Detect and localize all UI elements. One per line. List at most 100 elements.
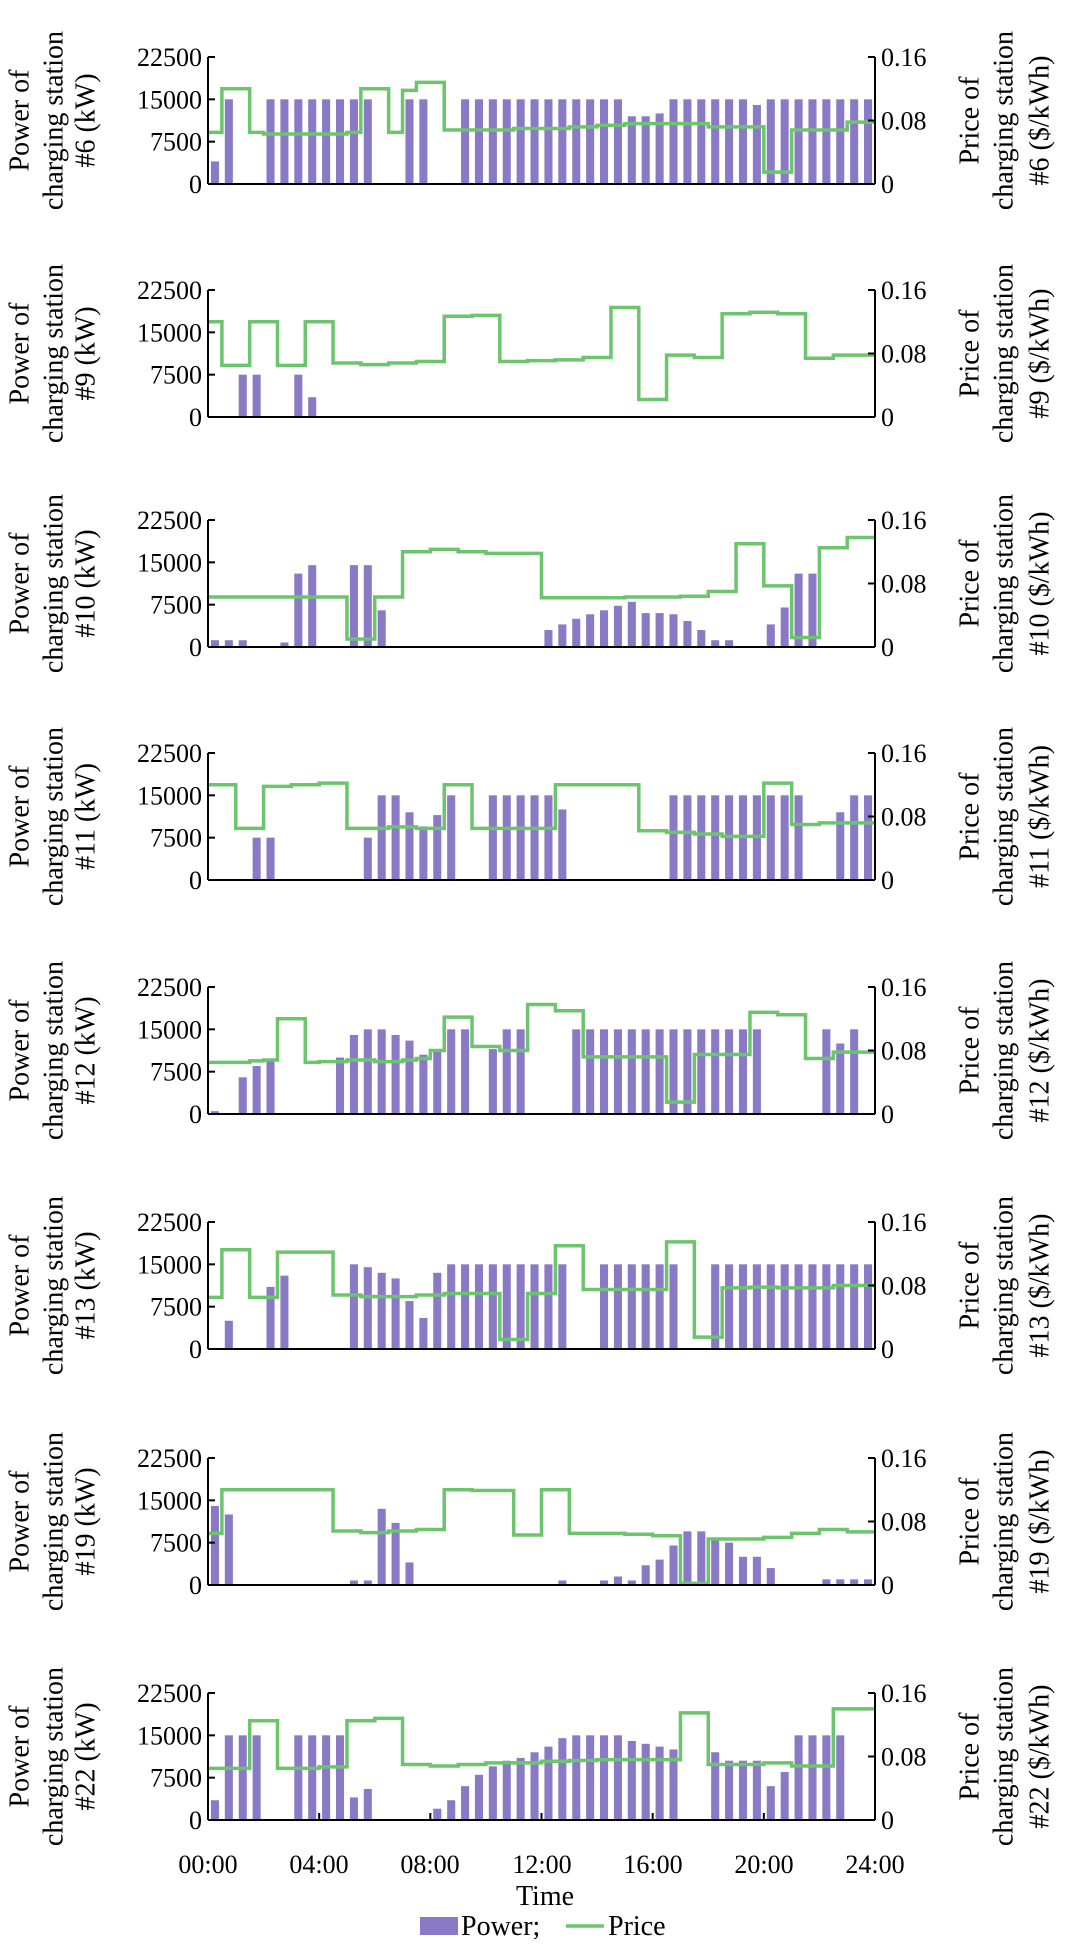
right-axis-title-line: Price of: [954, 1241, 985, 1330]
power-bar: [488, 1766, 497, 1820]
power-bar: [794, 1264, 803, 1349]
power-bar: [641, 613, 650, 647]
power-bar: [780, 1772, 789, 1820]
legend-power-swatch: [420, 1917, 458, 1935]
right-tick-label: 0: [881, 1335, 894, 1364]
power-bar: [586, 614, 595, 647]
power-bar: [447, 1264, 456, 1349]
power-bar: [627, 1580, 636, 1585]
right-tick-label: 0.16: [881, 276, 927, 305]
right-tick-label: 0: [881, 633, 894, 662]
power-bar: [377, 610, 386, 647]
power-bar: [308, 565, 317, 647]
power-bar: [766, 99, 775, 184]
power-bar: [266, 99, 275, 184]
power-bar: [488, 795, 497, 880]
power-bar: [627, 601, 636, 647]
power-bar: [780, 99, 789, 184]
power-bar: [252, 837, 261, 880]
left-tick-label: 7500: [150, 1058, 202, 1087]
power-bar: [252, 1066, 261, 1114]
right-axis-title-line: #10 ($/kWh): [1024, 512, 1055, 656]
power-bar: [669, 99, 678, 184]
power-bar: [655, 1029, 664, 1114]
power-bar: [558, 624, 567, 647]
left-axis-title-line: charging station: [38, 31, 69, 210]
power-bar: [613, 605, 622, 647]
power-bar: [641, 1264, 650, 1349]
power-bar: [252, 374, 261, 417]
power-bar: [461, 1029, 470, 1114]
power-bar: [433, 815, 442, 880]
left-tick-label: 22500: [137, 1208, 202, 1237]
power-bar: [516, 99, 525, 184]
power-bar: [266, 1286, 275, 1349]
power-bar: [391, 1034, 400, 1114]
power-bar: [600, 1580, 609, 1585]
left-tick-label: 7500: [150, 1529, 202, 1558]
right-tick-label: 0: [881, 1100, 894, 1129]
power-bar: [627, 116, 636, 184]
left-axis-title-line: charging station: [38, 494, 69, 673]
left-tick-label: 22500: [137, 1444, 202, 1473]
left-tick-label: 0: [189, 1100, 202, 1129]
power-bar: [335, 99, 345, 184]
power-bar: [766, 1568, 775, 1585]
left-axis-title-line: #13 (kW): [70, 1231, 101, 1339]
x-tick-label: 04:00: [289, 1850, 348, 1879]
power-bar: [613, 1576, 622, 1585]
power-bar: [572, 1029, 581, 1114]
power-bar: [627, 1029, 636, 1114]
power-bar: [238, 1077, 247, 1114]
right-axis-title-line: Price of: [954, 772, 985, 861]
right-axis-title-line: #11 ($/kWh): [1024, 745, 1055, 888]
power-bar: [308, 99, 317, 184]
left-axis-title-line: #19 (kW): [70, 1467, 101, 1575]
right-tick-label: 0.16: [881, 739, 927, 768]
right-axis-title-line: charging station: [988, 1196, 1019, 1375]
x-axis-title: Time: [516, 1881, 574, 1912]
right-tick-label: 0.08: [881, 1037, 927, 1066]
right-axis-title-line: #13 ($/kWh): [1024, 1214, 1055, 1358]
power-bar: [600, 610, 609, 647]
left-tick-label: 0: [189, 170, 202, 199]
right-tick-label: 0.16: [881, 973, 927, 1002]
power-bar: [266, 1060, 275, 1114]
left-axis-title-line: charging station: [38, 961, 69, 1140]
power-bar: [627, 1264, 636, 1349]
price-line: [208, 1707, 875, 1771]
power-bar: [600, 1735, 609, 1820]
power-bar: [836, 1264, 845, 1349]
power-bar: [738, 1029, 748, 1114]
power-bar: [447, 795, 456, 880]
right-tick-label: 0.16: [881, 1444, 927, 1473]
legend-price-label: Price: [608, 1911, 666, 1942]
power-bar: [363, 1788, 372, 1820]
power-bar: [655, 1559, 664, 1585]
left-axis-title-line: charging station: [38, 1196, 69, 1375]
left-tick-label: 0: [189, 866, 202, 895]
power-bar: [752, 1029, 761, 1114]
right-tick-label: 0: [881, 866, 894, 895]
power-bar: [669, 614, 678, 647]
power-bar: [711, 640, 720, 647]
power-bar: [613, 1264, 622, 1349]
power-bar: [780, 607, 789, 647]
power-bar: [405, 1040, 414, 1114]
power-bar: [461, 1786, 470, 1820]
power-bar: [363, 1029, 372, 1114]
power-bar: [600, 99, 609, 184]
power-bar: [808, 573, 817, 647]
power-bar: [294, 573, 303, 647]
left-tick-label: 15000: [137, 548, 202, 577]
right-tick-label: 0.08: [881, 1508, 927, 1537]
power-bar: [349, 1580, 358, 1585]
power-bar: [683, 795, 692, 880]
power-bar: [391, 1522, 400, 1585]
power-bar: [850, 1029, 859, 1114]
right-axis-title-line: charging station: [988, 264, 1019, 443]
power-bar: [544, 630, 553, 647]
power-bar: [558, 1264, 567, 1349]
